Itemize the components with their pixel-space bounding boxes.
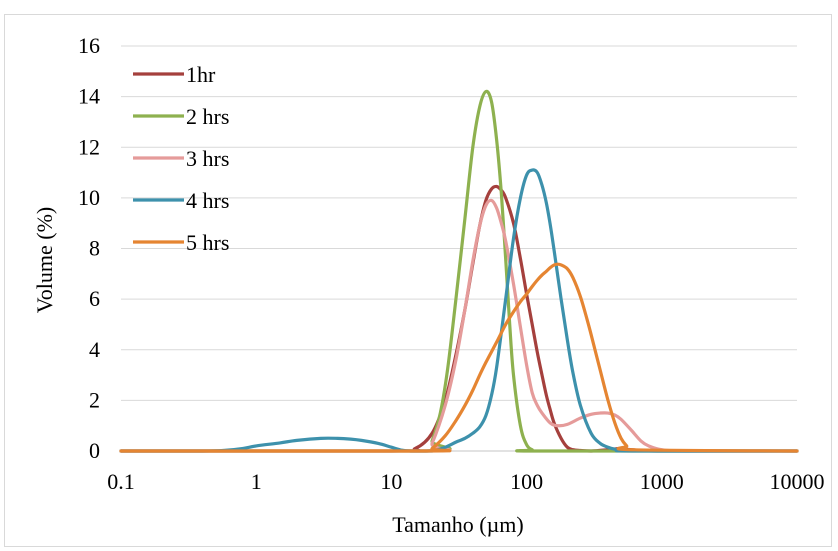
gridlines <box>121 45 797 401</box>
y-tick-label: 16 <box>78 33 100 58</box>
x-tick-label: 1000 <box>640 469 684 494</box>
chart-area <box>4 14 832 547</box>
y-tick-label: 6 <box>89 286 100 311</box>
x-tick-label: 1 <box>251 469 262 494</box>
legend-label: 1hr <box>186 62 216 87</box>
legend-label: 4 hrs <box>186 188 229 213</box>
x-tick-label: 100 <box>510 469 543 494</box>
x-axis-title: Tamanho (µm) <box>392 512 523 537</box>
y-tick-label: 12 <box>78 134 100 159</box>
y-tick-label: 14 <box>78 84 100 109</box>
legend: 1hr 2 hrs 3 hrs 4 hrs 5 hrs <box>133 62 229 255</box>
series-line-5 <box>119 262 799 453</box>
series-line-1 <box>119 184 799 453</box>
y-tick-label: 4 <box>89 337 100 362</box>
series-lines <box>119 89 799 453</box>
series-line-3 <box>119 198 799 453</box>
y-axis-title: Volume (%) <box>32 207 57 314</box>
x-tick-label: 0.1 <box>107 469 135 494</box>
series-line-4 <box>119 168 799 453</box>
y-tick-label: 10 <box>78 185 100 210</box>
y-tick-label: 2 <box>89 387 100 412</box>
legend-label: 2 hrs <box>186 104 229 129</box>
x-tick-label: 10 <box>380 469 402 494</box>
legend-label: 5 hrs <box>186 230 229 255</box>
legend-label: 3 hrs <box>186 146 229 171</box>
axes: 0 2 4 6 8 10 12 14 16 0.1 1 10 100 1000 10000 <box>78 33 825 494</box>
y-tick-label: 0 <box>89 438 100 463</box>
x-tick-label: 10000 <box>770 469 825 494</box>
y-tick-label: 8 <box>89 236 100 261</box>
